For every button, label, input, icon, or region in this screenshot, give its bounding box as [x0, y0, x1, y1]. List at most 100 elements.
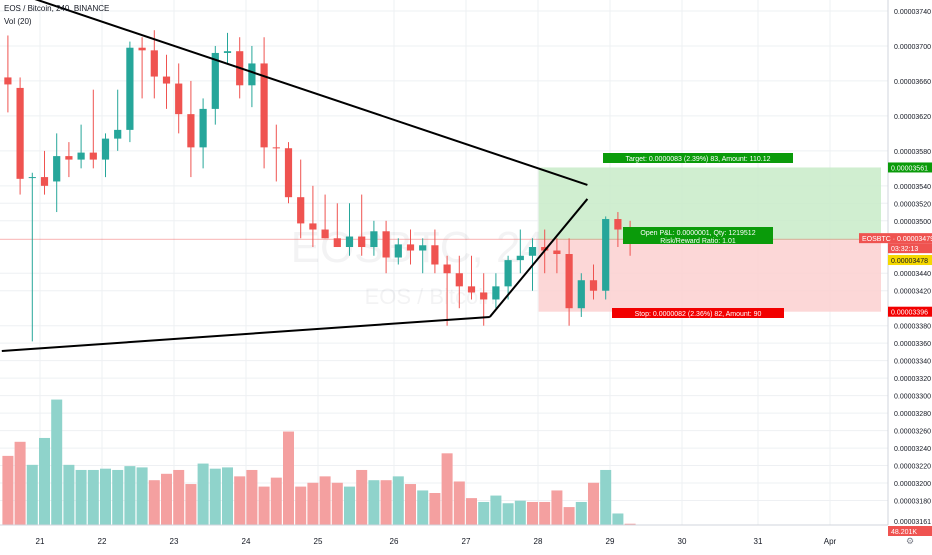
candle-body	[260, 63, 268, 148]
price-tick-label: 0.00003420	[894, 289, 931, 296]
volume-bar	[441, 453, 453, 525]
volume-bar	[87, 469, 99, 525]
volume-bar	[63, 464, 75, 525]
volume-bar	[356, 469, 368, 525]
volume-bar	[100, 468, 111, 525]
time-tick-label: 27	[462, 537, 471, 546]
volume-bar	[417, 490, 429, 525]
volume-bar	[453, 481, 465, 525]
open-pnl-label-text: Open P&L: 0.0000001, Qty: 1219512	[640, 230, 755, 237]
symbol-title: EOS / Bitcoin, 240, BINANCE	[4, 4, 110, 13]
price-tick-label: 0.00003240	[894, 446, 931, 453]
candle-body	[455, 273, 463, 287]
candle-body	[126, 47, 134, 130]
settings-gear-icon[interactable]: ⚙	[906, 537, 914, 547]
candle-body	[284, 148, 293, 198]
price-tick-label: 0.00003180	[894, 499, 931, 506]
time-tick-label: 29	[606, 537, 615, 546]
candle-body	[309, 223, 317, 230]
candle-body	[553, 250, 561, 255]
candle-body	[199, 108, 207, 148]
watermark-name: EOS / Bitcoin	[365, 284, 496, 309]
target-label-box	[603, 153, 793, 163]
target-price-tag: 0.00003561	[891, 165, 928, 172]
candle-body	[272, 147, 280, 149]
price-tick-label: 0.00003360	[894, 341, 931, 348]
volume-last-tag-box	[888, 526, 932, 536]
candle-body	[528, 247, 537, 256]
watermark-ticker: EOSBTC, 240	[291, 223, 570, 272]
volume-bar	[392, 476, 404, 525]
volume-bar	[124, 466, 136, 525]
candle-body	[248, 63, 256, 86]
candle-body	[138, 47, 146, 51]
price-tick-label: 0.00003520	[894, 201, 931, 208]
candle-body	[492, 286, 500, 300]
candle-body	[65, 156, 73, 160]
time-tick-label: 21	[36, 537, 45, 546]
open-pnl-label-text: Risk/Reward Ratio: 1.01	[660, 238, 736, 245]
volume-bar	[14, 441, 26, 525]
candle-body	[150, 50, 158, 77]
volume-bar	[588, 482, 599, 525]
countdown-tag-box	[888, 243, 932, 254]
candle-body	[53, 156, 61, 182]
volume-bar	[466, 498, 477, 525]
trendline-upper[interactable]	[26, 0, 588, 186]
volume-last-tag: 48.201K	[891, 529, 917, 536]
time-tick-label: 30	[678, 537, 687, 546]
volume-bar	[75, 469, 87, 525]
candle-body	[431, 245, 439, 265]
time-tick-label: 22	[98, 537, 107, 546]
volume-bar	[551, 490, 563, 525]
volume-bar	[234, 476, 246, 525]
volume-bar	[527, 501, 538, 525]
target-price-tag-box	[888, 162, 932, 173]
volume-bar	[295, 486, 307, 525]
volume-bar	[514, 500, 526, 525]
candle-body	[345, 236, 354, 248]
trendline-lower[interactable]	[1, 315, 490, 353]
candle-body	[467, 286, 476, 293]
candle-body	[382, 231, 390, 258]
candle-body	[419, 245, 427, 251]
price-tick-label: 0.00003220	[894, 464, 931, 471]
volume-bar	[26, 464, 38, 525]
candle-body	[28, 177, 36, 179]
candle-body	[297, 197, 305, 224]
time-tick-label: 25	[314, 537, 323, 546]
volume-indicator-label: Vol (20)	[4, 17, 32, 26]
price-tick-label: 0.00003620	[894, 114, 931, 121]
candle-body	[162, 76, 171, 84]
volume-bar	[319, 476, 331, 525]
price-tick-label: 0.00003320	[894, 376, 931, 383]
candle-body	[321, 229, 329, 239]
volume-bar	[197, 463, 209, 525]
candle-body	[504, 260, 512, 287]
price-tick-label: 0.00003660	[894, 79, 931, 86]
price-tick-label: 0.00003700	[894, 44, 931, 51]
candle-body	[358, 236, 366, 248]
volume-bar	[429, 493, 441, 525]
time-tick-label: 24	[242, 537, 251, 546]
price-tick-label: 0.00003280	[894, 411, 931, 418]
stop-label-box	[612, 308, 784, 318]
trendline-breakout[interactable]	[489, 198, 589, 318]
volume-bar	[502, 503, 514, 525]
volume-bar	[258, 486, 270, 525]
price-tick-label: 0.00003500	[894, 219, 931, 226]
candle-body	[443, 264, 451, 274]
candle-body	[589, 280, 598, 291]
volume-bar	[612, 513, 624, 525]
stop-price-tag: 0.00003396	[891, 310, 928, 317]
candle-body	[211, 52, 219, 109]
candle-body	[40, 177, 49, 186]
volume-bar	[136, 467, 148, 525]
volume-bar	[39, 437, 50, 525]
volume-axis-label: 0.00003161	[894, 519, 931, 526]
volume-bar	[51, 399, 63, 525]
time-tick-label: Apr	[824, 537, 837, 546]
candle-body	[370, 231, 378, 248]
